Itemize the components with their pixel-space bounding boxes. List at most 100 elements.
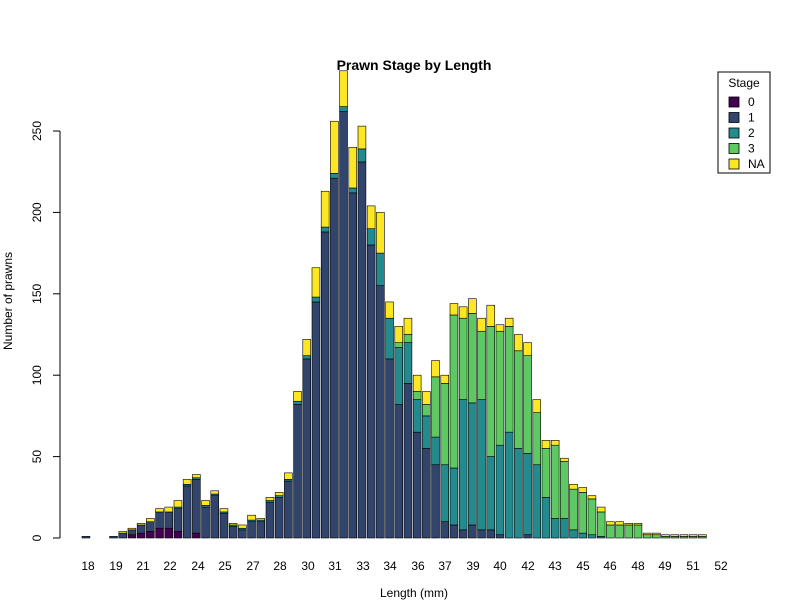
legend-swatch-3 — [728, 143, 740, 154]
bar-segment-stage-2-33 — [357, 148, 367, 163]
bar-segment-stage-2-42.5 — [532, 464, 541, 539]
bar-segment-stage-na-39 — [468, 298, 477, 314]
bar-segment-stage-na-37 — [431, 360, 440, 378]
y-tick-label: 50 — [30, 450, 44, 464]
bar-segment-stage-na-25.5 — [219, 508, 229, 513]
bar-segment-stage-3-48 — [633, 524, 643, 539]
bar-segment-stage-2-43 — [541, 496, 551, 539]
bar-segment-stage-2-34 — [376, 252, 385, 286]
x-tick-label: 27 — [246, 559, 260, 573]
bar-segment-stage-2-32.5 — [348, 187, 357, 194]
y-tick-label: 200 — [30, 202, 44, 222]
bar-segment-stage-3-36.5 — [422, 404, 431, 417]
x-tick-label: 19 — [109, 559, 123, 573]
bar-segment-stage-na-23 — [173, 500, 183, 508]
chart-title: Prawn Stage by Length — [337, 57, 492, 73]
bar-segment-stage-0-24 — [192, 532, 201, 539]
bar-segment-stage-na-50.5 — [679, 534, 689, 537]
bars-layer — [81, 70, 707, 539]
bar-segment-stage-1-38.5 — [458, 529, 468, 539]
bar-segment-stage-2-40 — [486, 456, 495, 531]
bar-segment-stage-3-38.5 — [458, 317, 468, 400]
bar-segment-stage-1-36.5 — [422, 448, 431, 539]
bar-segment-stage-3-41 — [504, 326, 514, 433]
bar-segment-stage-3-42.5 — [532, 412, 541, 466]
bar-segment-stage-1-23 — [173, 508, 183, 532]
x-tick-label: 34 — [383, 559, 397, 573]
bar-segment-stage-2-31.5 — [330, 173, 339, 179]
bar-segment-stage-2-38.5 — [458, 399, 468, 531]
legend-label-2: 2 — [748, 126, 755, 140]
bar-segment-stage-1-20 — [118, 532, 128, 539]
bar-segment-stage-2-43.5 — [550, 518, 560, 539]
bar-segment-stage-2-39 — [468, 402, 477, 526]
bar-segment-stage-na-48.5 — [642, 532, 652, 536]
bar-segment-stage-na-21.5 — [146, 518, 155, 523]
bar-segment-stage-1-25 — [210, 495, 220, 539]
bar-segment-stage-na-32 — [339, 70, 348, 107]
bar-segment-stage-1-34 — [376, 285, 385, 539]
bar-segment-stage-3-35 — [394, 342, 403, 348]
bar-segment-stage-na-49 — [652, 532, 661, 536]
bar-segment-stage-na-27 — [247, 514, 256, 521]
bar-segment-stage-2-38 — [449, 467, 459, 526]
bar-segment-stage-1-28 — [265, 501, 275, 539]
bar-segment-stage-1-23.5 — [182, 485, 192, 539]
x-tick-label: 30 — [301, 559, 315, 573]
bar-segment-stage-3-49 — [652, 534, 661, 539]
bar-segment-stage-na-51 — [688, 534, 698, 537]
bar-segment-stage-2-33.5 — [366, 228, 376, 246]
x-tick-label: 24 — [191, 559, 205, 573]
bar-segment-stage-2-37 — [431, 436, 440, 466]
bar-segment-stage-na-28.5 — [274, 492, 284, 496]
bar-segment-stage-na-42.5 — [532, 399, 541, 413]
bar-segment-stage-3-45.5 — [587, 498, 597, 536]
bar-segment-stage-3-35.5 — [403, 334, 413, 343]
legend-label-3: 3 — [748, 142, 755, 156]
bar-segment-stage-2-44 — [560, 518, 569, 539]
bar-segment-stage-na-32.5 — [348, 146, 357, 189]
legend-swatch-na — [728, 158, 740, 170]
bar-segment-stage-1-26 — [228, 526, 238, 539]
bar-segment-stage-na-22.5 — [164, 506, 174, 513]
bar-segment-stage-na-51.5 — [698, 534, 707, 537]
bar-segment-stage-2-30 — [302, 355, 311, 360]
legend-swatch-2 — [728, 127, 740, 139]
x-tick-label: 21 — [136, 559, 150, 573]
bar-segment-stage-2-45.5 — [587, 534, 597, 539]
bar-segment-stage-na-31 — [320, 190, 330, 228]
bar-segment-stage-na-38.5 — [458, 306, 468, 319]
bar-segment-stage-1-30.5 — [311, 301, 321, 539]
bar-segment-stage-1-36 — [412, 431, 422, 539]
bar-segment-stage-na-36 — [412, 374, 422, 392]
bar-segment-stage-0-22.5 — [164, 527, 174, 539]
bar-segment-stage-1-29 — [284, 480, 293, 539]
bar-segment-stage-2-30.5 — [311, 296, 321, 303]
bar-segment-stage-na-34 — [376, 212, 385, 254]
bar-segment-stage-1-24.5 — [201, 506, 210, 539]
bar-segment-stage-3-43.5 — [550, 444, 560, 519]
bar-segment-stage-na-28 — [265, 496, 275, 501]
bar-segment-stage-1-38 — [449, 524, 459, 539]
bar-segment-stage-2-39.5 — [477, 399, 486, 531]
bar-segment-stage-3-41.5 — [514, 350, 523, 449]
x-tick-label: 39 — [466, 559, 480, 573]
x-tick-label: 18 — [81, 559, 95, 573]
bar-segment-stage-na-23.5 — [182, 479, 192, 485]
bar-segment-stage-1-34.5 — [385, 358, 394, 539]
bar-segment-stage-na-30 — [302, 339, 311, 356]
x-tick-label: 40 — [493, 559, 507, 573]
bar-segment-stage-1-35 — [394, 404, 403, 539]
x-tick-label: 37 — [438, 559, 452, 573]
bar-segment-stage-na-26 — [228, 523, 238, 526]
bar-segment-stage-na-43 — [541, 440, 551, 449]
bar-segment-stage-3-39 — [468, 313, 477, 404]
bar-segment-stage-na-33.5 — [366, 205, 376, 229]
bar-segment-stage-1-19.5 — [109, 536, 118, 539]
bar-segment-stage-na-47.5 — [624, 523, 633, 526]
bar-segment-stage-na-27.5 — [256, 518, 265, 521]
bar-segment-stage-na-40 — [486, 304, 495, 327]
x-tick-label: 33 — [356, 559, 370, 573]
bar-segment-stage-3-36 — [412, 391, 422, 400]
